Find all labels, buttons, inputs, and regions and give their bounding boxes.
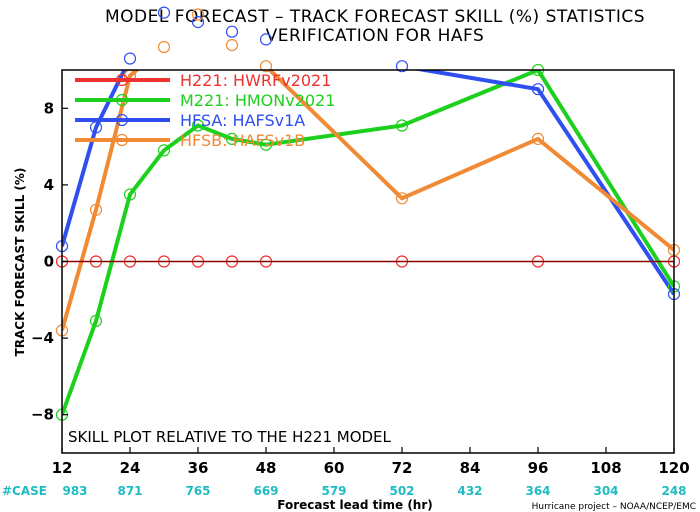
point-hfsa-24 <box>123 52 137 65</box>
x-tick-label: 108 <box>590 459 621 477</box>
point-hfsb-36 <box>191 8 205 21</box>
point-hfsa-72 <box>395 60 409 73</box>
case-count: 579 <box>321 484 346 498</box>
point-hfsb-18 <box>89 203 103 216</box>
legend-label-hfsb: HFSB: HAFSv1B <box>180 131 305 150</box>
y-tick-label: −4 <box>31 329 54 347</box>
series-line-hfsb <box>62 70 674 331</box>
x-tick-label: 12 <box>52 459 73 477</box>
point-hfsb-30 <box>157 40 171 54</box>
case-count: 502 <box>389 484 414 498</box>
y-tick-label: 8 <box>44 99 54 117</box>
chart-title-line1: MODEL FORECAST – TRACK FORECAST SKILL (%… <box>105 7 645 27</box>
legend-marker-h221 <box>115 73 129 87</box>
x-tick-label: 120 <box>658 459 689 477</box>
chart-title-line2: VERIFICATION FOR HAFS <box>266 26 485 46</box>
point-m221-30 <box>157 144 171 157</box>
point-m221-24 <box>123 188 137 201</box>
y-tick-label: 4 <box>44 176 54 194</box>
point-hfsb-72 <box>395 192 409 205</box>
x-tick-label: 24 <box>120 459 141 477</box>
point-hfsa-96 <box>531 83 545 96</box>
point-m221-36 <box>191 119 205 132</box>
point-m221-42 <box>225 132 239 145</box>
x-tick-label: 36 <box>188 459 209 477</box>
y-axis-label: TRACK FORECAST SKILL (%) <box>13 168 27 357</box>
credit-text: Hurricane project – NOAA/NCEP/EMC <box>532 502 696 512</box>
case-row: #CASE 983 871 765 669 579 502 432 364 304 248 <box>2 484 687 498</box>
point-hfsb-96 <box>531 132 545 145</box>
point-hfsa-36 <box>191 16 205 29</box>
skill-note: SKILL PLOT RELATIVE TO THE H221 MODEL <box>68 428 392 446</box>
y-tick-label: 0 <box>44 253 54 271</box>
x-tick-label: 48 <box>256 459 277 477</box>
point-m221-18 <box>89 314 103 327</box>
legend-marker-m221 <box>115 93 129 107</box>
y-tick-label: −8 <box>31 406 54 424</box>
case-count: 364 <box>525 484 550 498</box>
marker-layer <box>55 6 681 421</box>
point-m221-48 <box>259 138 273 151</box>
x-tick-label: 96 <box>528 459 549 477</box>
point-hfsa-48 <box>259 33 273 46</box>
case-count: 983 <box>62 484 87 498</box>
series-line-m221 <box>62 70 674 416</box>
x-tick-label: 72 <box>392 459 413 477</box>
case-count: 871 <box>117 484 142 498</box>
legend-label-h221: H221: HWRFv2021 <box>180 71 331 90</box>
y-ticks: −8 −4 0 4 8 <box>31 99 68 424</box>
point-hfsa-42 <box>225 25 239 38</box>
legend-marker-hfsb <box>115 133 129 147</box>
point-m221-72 <box>395 119 409 132</box>
x-tick-label: 84 <box>460 459 481 477</box>
series-line-hfsa <box>62 70 674 296</box>
legend-marker-hfsa <box>115 113 129 127</box>
case-count: 248 <box>661 484 686 498</box>
x-ticks: 12 24 36 48 60 72 84 96 108 120 <box>52 447 690 477</box>
case-count: 304 <box>593 484 618 498</box>
case-count: 669 <box>253 484 278 498</box>
case-label: #CASE <box>2 484 47 498</box>
series-layer <box>62 70 674 416</box>
point-hfsb-48 <box>259 60 273 73</box>
x-tick-label: 60 <box>324 459 345 477</box>
point-hfsb-42 <box>225 38 239 52</box>
point-hfsa-30 <box>157 6 171 19</box>
legend-label-hfsa: HFSA: HAFSv1A <box>180 111 305 130</box>
legend-label-m221: M221: HMONv2021 <box>180 91 335 110</box>
case-count: 432 <box>457 484 482 498</box>
x-axis-label: Forecast lead time (hr) <box>277 498 433 512</box>
case-count: 765 <box>185 484 210 498</box>
